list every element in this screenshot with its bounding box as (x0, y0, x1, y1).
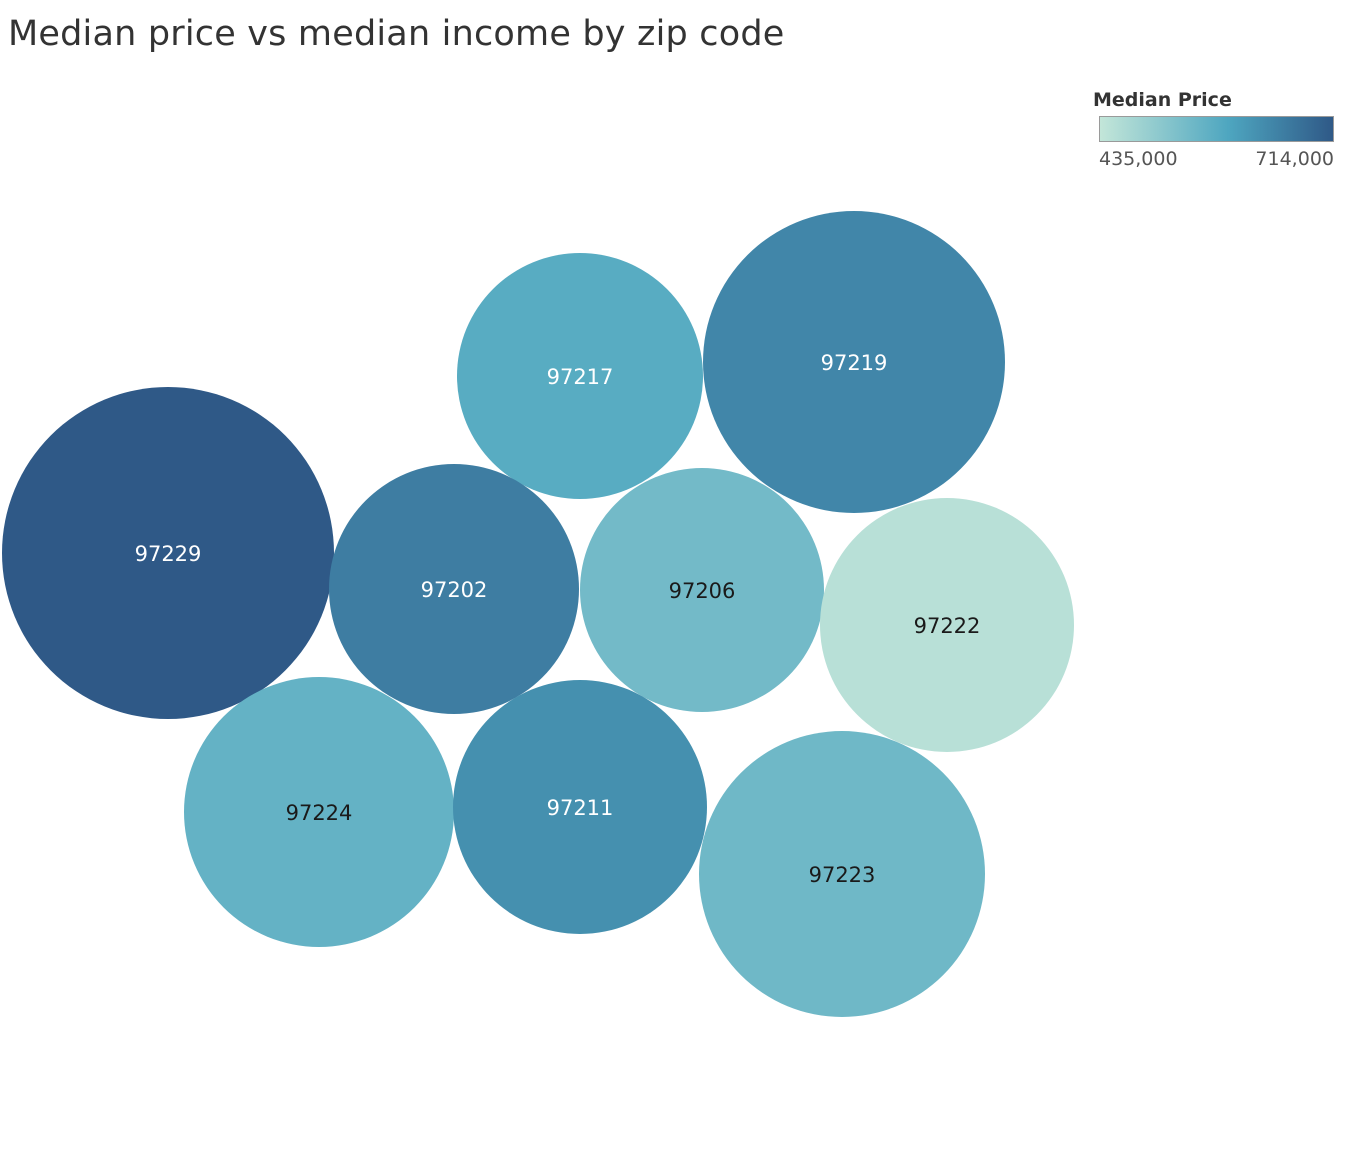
legend-min-label: 435,000 (1099, 148, 1178, 170)
bubble-97217[interactable]: 97217 (457, 253, 703, 499)
bubble-label: 97206 (669, 579, 736, 603)
bubble-97224[interactable]: 97224 (184, 677, 454, 947)
bubble-label: 97202 (421, 578, 488, 602)
bubble-label: 97223 (809, 863, 876, 887)
bubble-circle[interactable] (453, 680, 707, 934)
bubble-circle[interactable] (184, 677, 454, 947)
bubble-97229[interactable]: 97229 (2, 387, 334, 719)
legend-labels: 435,000 714,000 (1099, 148, 1334, 174)
bubble-label: 97211 (547, 796, 614, 820)
legend-max-label: 714,000 (1255, 148, 1334, 170)
bubble-circle[interactable] (2, 387, 334, 719)
bubble-label: 97222 (914, 614, 981, 638)
bubble-97223[interactable]: 97223 (699, 731, 985, 1017)
bubble-circle[interactable] (329, 464, 579, 714)
bubble-circle[interactable] (820, 498, 1074, 752)
bubble-label: 97219 (821, 351, 888, 375)
bubble-label: 97224 (286, 801, 353, 825)
bubble-circle[interactable] (703, 211, 1005, 513)
bubble-label: 97229 (135, 542, 202, 566)
bubble-label: 97217 (547, 365, 614, 389)
legend-color-ramp (1099, 116, 1334, 142)
bubble-97202[interactable]: 97202 (329, 464, 579, 714)
bubble-97222[interactable]: 97222 (820, 498, 1074, 752)
bubble-circle[interactable] (580, 468, 824, 712)
bubble-97211[interactable]: 97211 (453, 680, 707, 934)
bubble-circle[interactable] (457, 253, 703, 499)
bubble-circle[interactable] (699, 731, 985, 1017)
chart-title: Median price vs median income by zip cod… (8, 14, 785, 54)
bubble-97219[interactable]: 97219 (703, 211, 1005, 513)
legend-title: Median Price (1093, 89, 1232, 111)
bubble-97206[interactable]: 97206 (580, 468, 824, 712)
color-legend: Median Price 435,000 714,000 (1093, 89, 1336, 174)
